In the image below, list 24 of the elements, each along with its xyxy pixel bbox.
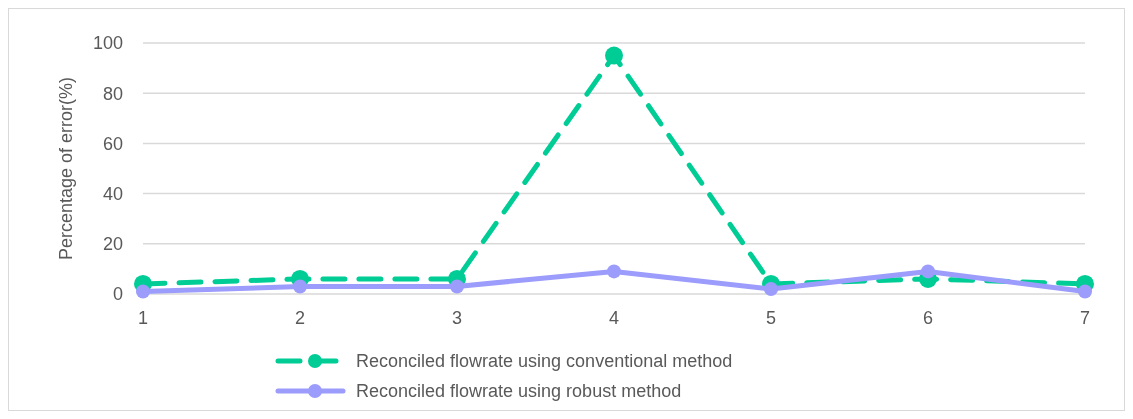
y-tick-label: 40	[102, 183, 123, 204]
x-tick-label: 7	[1079, 308, 1091, 328]
point	[1078, 284, 1092, 299]
point	[921, 264, 935, 279]
y-tick-label: 100	[92, 33, 123, 54]
point	[450, 279, 464, 294]
legend-label: Reconciled flowrate using conventional method	[356, 351, 733, 372]
point	[605, 46, 623, 65]
point	[764, 281, 778, 296]
y-tick-label: 60	[102, 133, 123, 154]
y-axis-title: Percentage of error(%)	[56, 76, 76, 261]
x-tick-label: 6	[922, 308, 934, 328]
point	[293, 279, 307, 294]
point	[607, 264, 621, 279]
y-tick-label: 80	[102, 83, 123, 104]
point	[136, 284, 150, 299]
x-tick-label: 1	[137, 308, 149, 328]
x-tick-label: 5	[765, 308, 777, 328]
x-tick-label: 4	[608, 308, 620, 328]
legend-label: Reconciled flowrate using robust method	[356, 381, 682, 402]
x-tick-label: 3	[451, 308, 463, 328]
y-tick-label: 0	[112, 284, 123, 305]
x-tick-label: 2	[294, 308, 306, 328]
y-tick-label: 20	[102, 234, 123, 255]
